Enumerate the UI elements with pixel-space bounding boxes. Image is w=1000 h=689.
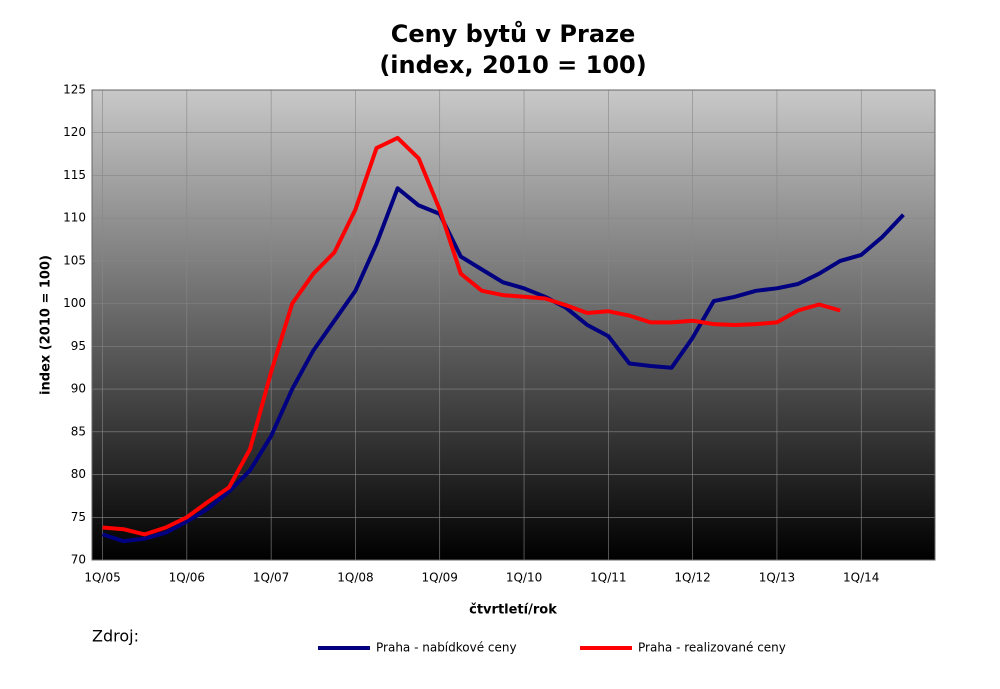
y-tick-label: 90 — [71, 382, 86, 396]
y-tick-label: 70 — [71, 553, 86, 567]
y-tick-label: 115 — [63, 168, 86, 182]
chart-subtitle: (index, 2010 = 100) — [379, 51, 646, 79]
x-tick-label: 1Q/11 — [590, 571, 626, 585]
source-note: Zdroj: — [92, 627, 139, 646]
x-tick-label: 1Q/06 — [169, 571, 205, 585]
series-line — [102, 135, 841, 537]
y-tick-label: 95 — [71, 339, 86, 353]
y-tick-label: 120 — [63, 125, 86, 139]
y-tick-label: 105 — [63, 253, 86, 267]
chart-title: Ceny bytů v Praze — [391, 20, 636, 48]
y-tick-label: 85 — [71, 424, 86, 438]
y-tick-label: 110 — [63, 211, 86, 225]
plot-border — [91, 89, 936, 561]
x-tick-label: 1Q/09 — [422, 571, 458, 585]
y-tick-label: 80 — [71, 467, 86, 481]
legend-label: Praha - realizované ceny — [638, 641, 786, 655]
x-tick-label: 1Q/13 — [759, 571, 795, 585]
x-tick-label: 1Q/07 — [253, 571, 289, 585]
x-tick-label: 1Q/05 — [84, 571, 120, 585]
x-axis-label: čtvrtletí/rok — [469, 603, 557, 618]
legend-label: Praha - nabídkové ceny — [376, 641, 517, 655]
y-tick-label: 100 — [63, 296, 86, 310]
x-tick-label: 1Q/10 — [506, 571, 542, 585]
x-tick-label: 1Q/08 — [337, 571, 373, 585]
y-axis-label: index (2010 = 100) — [39, 255, 54, 395]
y-tick-label: 125 — [63, 83, 86, 97]
series-line — [101, 186, 905, 544]
x-tick-label: 1Q/14 — [843, 571, 879, 585]
y-tick-label: 75 — [71, 510, 86, 524]
x-tick-label: 1Q/12 — [674, 571, 710, 585]
plot-area — [92, 90, 935, 560]
